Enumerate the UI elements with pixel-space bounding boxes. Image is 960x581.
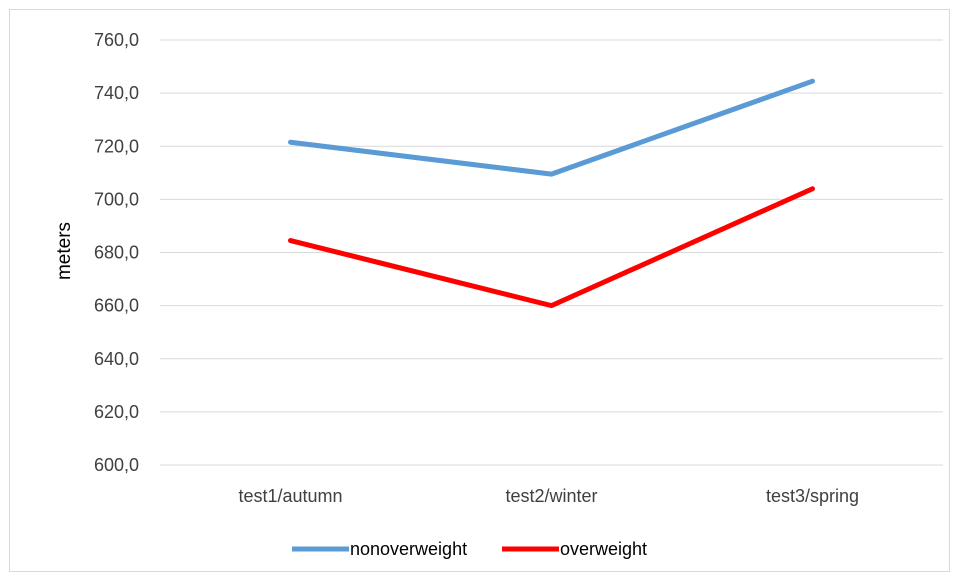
series-lines — [288, 78, 815, 309]
y-tick-label: 700,0 — [94, 189, 139, 209]
gridlines — [160, 39, 943, 466]
y-tick-label: 760,0 — [94, 30, 139, 50]
legend-label-nonoverweight: nonoverweight — [350, 539, 467, 559]
y-tick-label: 640,0 — [94, 349, 139, 369]
series-line-nonoverweight — [288, 78, 815, 177]
x-tick-label: test1/autumn — [238, 486, 342, 506]
legend-label-overweight: overweight — [560, 539, 647, 559]
x-axis-ticks: test1/autumn test2/winter test3/spring — [238, 486, 859, 506]
x-tick-label: test2/winter — [505, 486, 597, 506]
y-tick-label: 600,0 — [94, 455, 139, 475]
y-axis-ticks: 600,0 620,0 640,0 660,0 680,0 700,0 720,0 740,0… — [94, 30, 139, 475]
chart-frame — [9, 9, 950, 572]
y-tick-label: 660,0 — [94, 296, 139, 316]
y-tick-label: 720,0 — [94, 136, 139, 156]
series-line-overweight — [288, 186, 815, 309]
y-tick-label: 740,0 — [94, 83, 139, 103]
y-tick-label: 680,0 — [94, 243, 139, 263]
y-axis-title: meters — [54, 222, 75, 280]
x-tick-label: test3/spring — [766, 486, 859, 506]
y-tick-label: 620,0 — [94, 402, 139, 422]
legend: nonoverweight overweight — [292, 539, 647, 559]
